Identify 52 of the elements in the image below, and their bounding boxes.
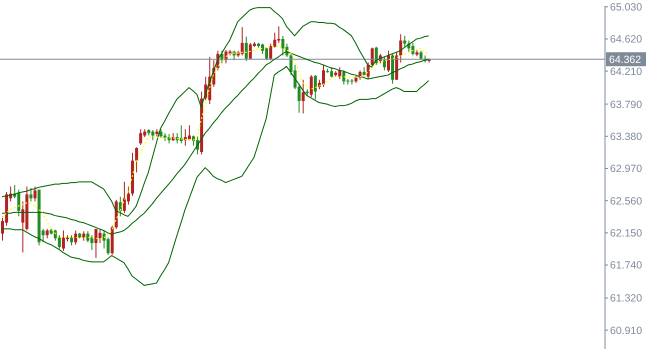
y-tick-label: 64.620 [610, 34, 642, 46]
y-tick-label: 62.970 [610, 163, 642, 176]
candlestick [269, 43, 272, 61]
y-tick-label: 63.380 [610, 131, 642, 144]
candlestick [151, 130, 154, 141]
candlestick [139, 128, 142, 146]
y-tick-label: 61.740 [610, 260, 642, 272]
candlestick [188, 124, 191, 141]
y-tick-label: 63.790 [610, 98, 642, 111]
y-tick-label: 64.210 [610, 66, 642, 78]
candlestick [420, 50, 422, 61]
candlestick [399, 34, 402, 64]
candlestick [244, 36, 248, 62]
candlestick [314, 74, 317, 100]
y-tick-label: 62.560 [610, 195, 642, 208]
candlestick [281, 35, 284, 56]
candlestick [17, 189, 20, 217]
y-tick-label: 65.030 [610, 2, 642, 14]
candlestick [411, 42, 414, 56]
candlestick [135, 146, 138, 173]
candlestick [86, 230, 90, 243]
candlestick [34, 186, 37, 202]
candlestick [122, 181, 126, 214]
candlestick [382, 56, 386, 71]
candlestick [277, 26, 280, 44]
candlestick [98, 228, 102, 244]
y-tick-label: 62.150 [610, 228, 642, 240]
candlestick [29, 188, 32, 202]
candlestick [58, 234, 61, 250]
candlestick [265, 47, 268, 61]
y-tick-label: 60.910 [610, 324, 642, 337]
candlestick [102, 230, 106, 250]
candlestick [362, 66, 366, 78]
candlestick [62, 230, 65, 252]
candlestick [118, 196, 122, 217]
candlestick [46, 228, 49, 239]
candlestick [302, 79, 305, 114]
candlestick [90, 234, 94, 251]
candlestick [82, 230, 86, 242]
candlestick [94, 228, 98, 258]
candlestick [330, 66, 334, 78]
ref-line-label: 64.362 [609, 54, 642, 66]
line-series [2, 7, 430, 217]
candlestick [106, 237, 110, 256]
candlestick [403, 35, 406, 48]
candlestick [240, 26, 244, 56]
y-tick-label: 61.320 [610, 292, 642, 305]
candlestick [74, 230, 78, 246]
candlestick [322, 64, 325, 88]
candlestick [342, 70, 346, 85]
candlestick [70, 234, 74, 246]
candlestick [310, 74, 313, 98]
